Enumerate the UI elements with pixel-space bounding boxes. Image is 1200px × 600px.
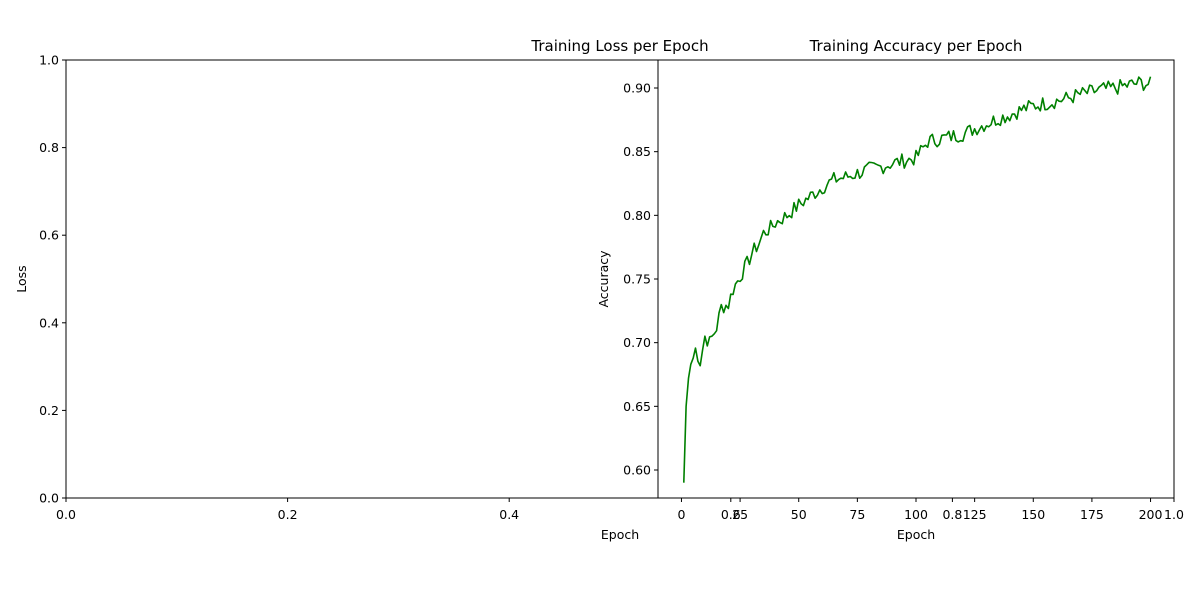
accuracy-panel: Training Accuracy per Epoch Accuracy Epo… [596, 37, 1184, 542]
loss-y-tick-label: 0.4 [39, 315, 59, 330]
loss-title: Training Loss per Epoch [530, 37, 708, 55]
accuracy-series-line [683, 76, 1152, 483]
loss-y-tick-label: 0.0 [39, 491, 59, 506]
loss-y-ticks: 0.0 0.2 0.4 0.6 0.8 1.0 [39, 53, 66, 506]
accuracy-x-tick-label: 175 [1080, 507, 1104, 522]
accuracy-y-tick-label: 0.70 [623, 335, 651, 350]
accuracy-x-ticks: 0 25 50 75 100 125 150 175 200 [677, 498, 1163, 522]
accuracy-x-tick-label: 25 [732, 507, 748, 522]
loss-x-tick-label: 1.0 [1164, 507, 1184, 522]
accuracy-ylabel: Accuracy [596, 250, 611, 308]
loss-y-tick-label: 0.2 [39, 403, 59, 418]
loss-y-tick-label: 0.8 [39, 140, 59, 155]
accuracy-xlabel: Epoch [897, 527, 935, 542]
loss-x-ticks: 0.0 0.2 0.4 [56, 498, 519, 522]
accuracy-y-tick-label: 0.85 [623, 144, 651, 159]
accuracy-x-tick-label: 125 [963, 507, 987, 522]
loss-x-tick-label: 0.2 [278, 507, 298, 522]
loss-ylabel: Loss [14, 265, 29, 292]
loss-x-tick-label: 0.6 [721, 507, 741, 522]
accuracy-x-tick-label: 200 [1139, 507, 1163, 522]
accuracy-title: Training Accuracy per Epoch [809, 37, 1023, 55]
loss-xlabel: Epoch [601, 527, 639, 542]
accuracy-x-tick-label: 150 [1021, 507, 1045, 522]
accuracy-y-ticks: 0.60 0.65 0.70 0.75 0.80 0.85 0.90 [623, 81, 658, 477]
accuracy-y-tick-label: 0.75 [623, 272, 651, 287]
accuracy-y-tick-label: 0.90 [623, 81, 651, 96]
accuracy-x-tick-label: 50 [791, 507, 807, 522]
loss-y-tick-label: 1.0 [39, 53, 59, 68]
loss-x-tick-label: 0.8 [942, 507, 962, 522]
accuracy-x-tick-label: 0 [677, 507, 685, 522]
loss-x-tick-label: 0.0 [56, 507, 76, 522]
loss-x-tick-label: 0.4 [499, 507, 519, 522]
accuracy-y-tick-label: 0.60 [623, 462, 651, 477]
loss-panel: Training Loss per Epoch Loss Epoch 0.00.… [14, 37, 709, 542]
accuracy-y-tick-label: 0.65 [623, 399, 651, 414]
loss-y-tick-label: 0.6 [39, 228, 59, 243]
accuracy-plot-area [657, 59, 1175, 499]
loss-overlap-x-ticks: 0.6 0.8 1.0 [721, 498, 1184, 522]
accuracy-x-tick-label: 100 [904, 507, 928, 522]
accuracy-x-tick-label: 75 [849, 507, 865, 522]
accuracy-y-tick-label: 0.80 [623, 208, 651, 223]
